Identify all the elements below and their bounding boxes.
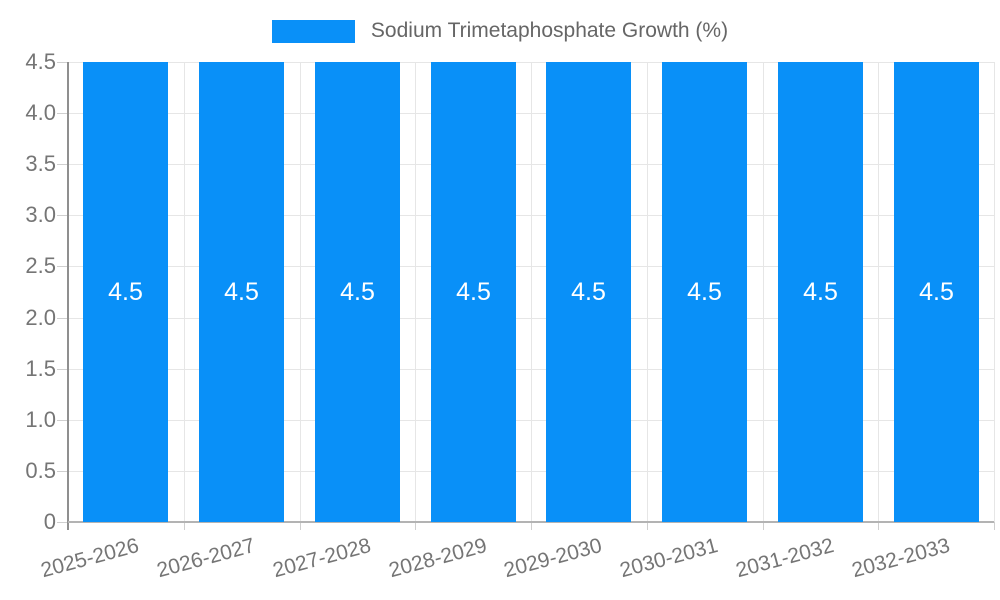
y-axis-tick-mark <box>57 164 68 165</box>
y-axis-tick-mark <box>57 420 68 421</box>
x-axis-category-label: 2025-2026 <box>38 534 142 583</box>
legend-series-label[interactable]: Sodium Trimetaphosphate Growth (%) <box>370 19 729 42</box>
bar: 4.5 <box>431 62 516 522</box>
legend-swatch[interactable] <box>271 19 355 43</box>
bar-value-label: 4.5 <box>108 277 143 306</box>
y-axis-tick-label: 2.0 <box>25 305 56 330</box>
gridline-vertical <box>300 62 301 522</box>
y-axis-tick-label: 2.5 <box>25 253 56 278</box>
y-axis-tick-mark <box>57 62 68 63</box>
y-axis-tick-label: 4.5 <box>25 49 56 74</box>
x-axis-line <box>68 521 994 523</box>
x-axis-category-label: 2032-2033 <box>849 534 953 583</box>
x-axis-category-label: 2030-2031 <box>617 534 721 583</box>
bar: 4.5 <box>83 62 168 522</box>
x-axis-category-label: 2027-2028 <box>270 534 374 583</box>
bar: 4.5 <box>778 62 863 522</box>
bar: 4.5 <box>546 62 631 522</box>
x-axis-category-label: 2028-2029 <box>386 534 490 583</box>
y-axis-tick-mark <box>57 471 68 472</box>
bar: 4.5 <box>894 62 979 522</box>
bar-value-label: 4.5 <box>340 277 375 306</box>
bar: 4.5 <box>315 62 400 522</box>
y-axis-tick-label: 3.0 <box>25 202 56 227</box>
y-axis-line <box>67 62 69 530</box>
y-axis-tick-mark <box>57 369 68 370</box>
y-axis-tick-label: 0.5 <box>25 458 56 483</box>
bar-value-label: 4.5 <box>803 277 838 306</box>
gridline-vertical <box>415 62 416 522</box>
x-axis-tick-mark <box>300 522 301 530</box>
bar: 4.5 <box>199 62 284 522</box>
x-axis-tick-mark <box>763 522 764 530</box>
y-axis-tick-mark <box>57 266 68 267</box>
gridline-vertical <box>878 62 879 522</box>
gridline-vertical <box>531 62 532 522</box>
y-axis-tick-label: 1.5 <box>25 356 56 381</box>
x-axis-tick-mark <box>878 522 879 530</box>
legend: Sodium Trimetaphosphate Growth (%) <box>0 14 1000 48</box>
bar-value-label: 4.5 <box>456 277 491 306</box>
x-axis-category-label: 2026-2027 <box>154 534 258 583</box>
y-axis-tick-mark <box>57 215 68 216</box>
x-axis-tick-mark <box>994 522 995 530</box>
gridline-vertical <box>994 62 995 522</box>
x-axis-category-label: 2029-2030 <box>501 534 605 583</box>
y-axis-tick-mark <box>57 113 68 114</box>
x-axis-tick-mark <box>184 522 185 530</box>
gridline-vertical <box>647 62 648 522</box>
x-axis-tick-mark <box>531 522 532 530</box>
bar-value-label: 4.5 <box>687 277 722 306</box>
y-axis-tick-label: 1.0 <box>25 407 56 432</box>
bar-value-label: 4.5 <box>224 277 259 306</box>
gridline-vertical <box>763 62 764 522</box>
bar-value-label: 4.5 <box>571 277 606 306</box>
y-axis-tick-mark <box>57 318 68 319</box>
y-axis-tick-label: 4.0 <box>25 100 56 125</box>
bar-value-label: 4.5 <box>919 277 954 306</box>
x-axis-category-label: 2031-2032 <box>733 534 837 583</box>
x-axis-tick-mark <box>415 522 416 530</box>
y-axis-tick-label: 0 <box>43 509 56 534</box>
gridline-vertical <box>184 62 185 522</box>
x-axis-tick-mark <box>647 522 648 530</box>
bar: 4.5 <box>662 62 747 522</box>
y-axis-tick-label: 3.5 <box>25 151 56 176</box>
y-axis-tick-mark <box>57 522 68 523</box>
